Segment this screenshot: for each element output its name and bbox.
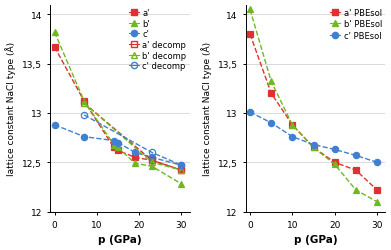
Y-axis label: lattice constant NaCl type (Å): lattice constant NaCl type (Å)	[5, 42, 16, 175]
X-axis label: p (GPa): p (GPa)	[294, 234, 337, 244]
X-axis label: p (GPa): p (GPa)	[98, 234, 142, 244]
Legend: a' PBEsol, b' PBEsol, c' PBEsol: a' PBEsol, b' PBEsol, c' PBEsol	[330, 8, 383, 42]
Y-axis label: lattice constant NaCl type (Å): lattice constant NaCl type (Å)	[201, 42, 212, 175]
Legend: a', b', c', a' decomp, b' decomp, c' decomp: a', b', c', a' decomp, b' decomp, c' dec…	[128, 8, 187, 72]
